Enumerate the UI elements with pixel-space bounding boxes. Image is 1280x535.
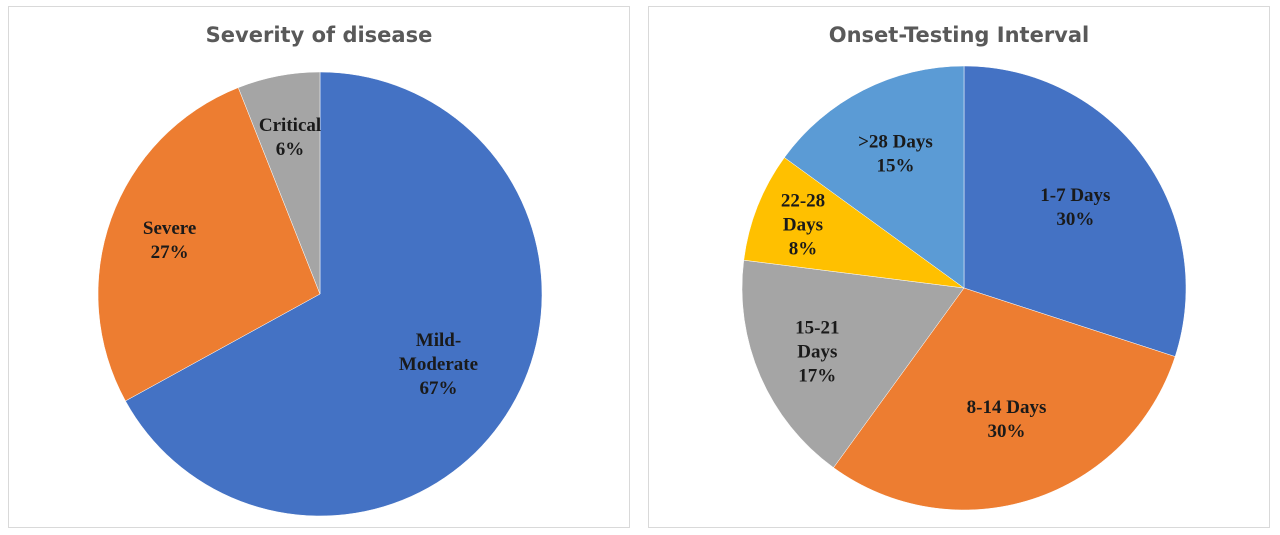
- pie-slice-critical: [237, 71, 321, 295]
- data-label-8-14-days: 8-14 Days 30%: [967, 397, 1047, 442]
- data-label-22-28-days: 22-28 Days 8%: [781, 190, 825, 259]
- data-label-28-days: >28 Days 15%: [858, 131, 933, 176]
- data-label-mild-moderate: Mild-Moderate 67%: [399, 330, 478, 399]
- chart-panel-onset-interval: Onset-Testing Interval 1-7 Days 30% 8-14 D…: [648, 6, 1270, 528]
- data-label-severe: Severe 27%: [143, 218, 196, 263]
- data-label-1-7-days: 1-7 Days 30%: [1040, 185, 1110, 230]
- chart-title: Severity of disease: [205, 23, 433, 47]
- chart-title: Onset-Testing Interval: [828, 23, 1090, 47]
- pie-slice-15-21-days: [741, 259, 965, 468]
- pie-slice-severe: [97, 87, 321, 402]
- pie-chart-onset-interval: 1-7 Days 30% 8-14 Days 30% 15-21 Days 17% 22-28…: [741, 65, 1187, 511]
- pie-chart-severity: Mild-Moderate 67% Severe 27% Critical 6%: [97, 71, 543, 517]
- data-label-critical: Critical 6%: [259, 115, 321, 160]
- pie-slice-1-7-days: [963, 65, 1187, 357]
- pie-slice-8-14-days: [833, 287, 1176, 511]
- chart-panel-severity: Severity of disease Mild-Moderate 67% Seve…: [8, 6, 630, 528]
- pie-slice-22-28-days: [743, 157, 965, 289]
- pie-slice-mild-moderate: [125, 71, 543, 517]
- data-label-15-21-days: 15-21 Days 17%: [795, 317, 839, 386]
- pie-slice-28-days: [784, 65, 965, 289]
